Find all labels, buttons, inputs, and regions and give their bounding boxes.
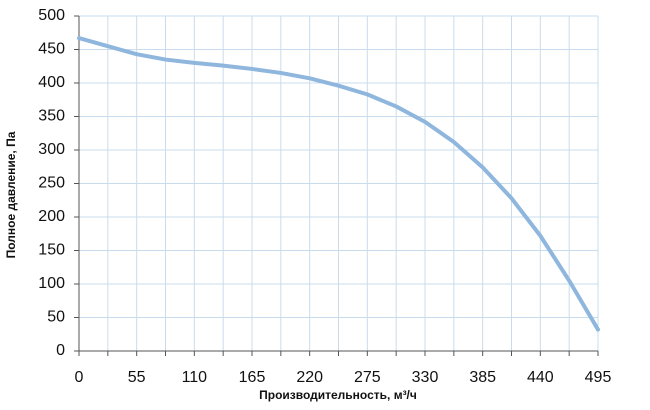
y-tick-label: 0 (56, 342, 65, 359)
y-tick-label: 50 (47, 309, 65, 326)
y-axis-title: Полное давление, Па (4, 131, 18, 258)
x-tick-label: 385 (469, 369, 496, 386)
x-tick-label: 110 (182, 369, 208, 386)
x-tick-label: 220 (296, 369, 323, 386)
y-tick-label: 450 (38, 41, 65, 58)
y-tick-label: 350 (38, 108, 65, 125)
y-tick-label: 500 (38, 7, 65, 24)
x-tick-label: 440 (527, 369, 554, 386)
x-tick-label: 55 (128, 369, 146, 386)
y-tick-label: 300 (38, 141, 65, 158)
data-line (77, 36, 600, 332)
y-tick-label: 200 (38, 208, 65, 225)
x-tick-label: 330 (412, 369, 439, 386)
y-tick-label: 100 (38, 275, 65, 292)
x-tick-label: 0 (75, 369, 84, 386)
x-tick-label: 495 (585, 369, 612, 386)
y-tick-label: 250 (38, 175, 65, 192)
y-tick-label: 400 (38, 74, 65, 91)
x-tick-label: 165 (239, 369, 266, 386)
x-tick-label: 275 (354, 369, 381, 386)
x-axis-title: Производительность, м³/ч (259, 388, 417, 402)
y-tick-label: 150 (38, 242, 65, 259)
